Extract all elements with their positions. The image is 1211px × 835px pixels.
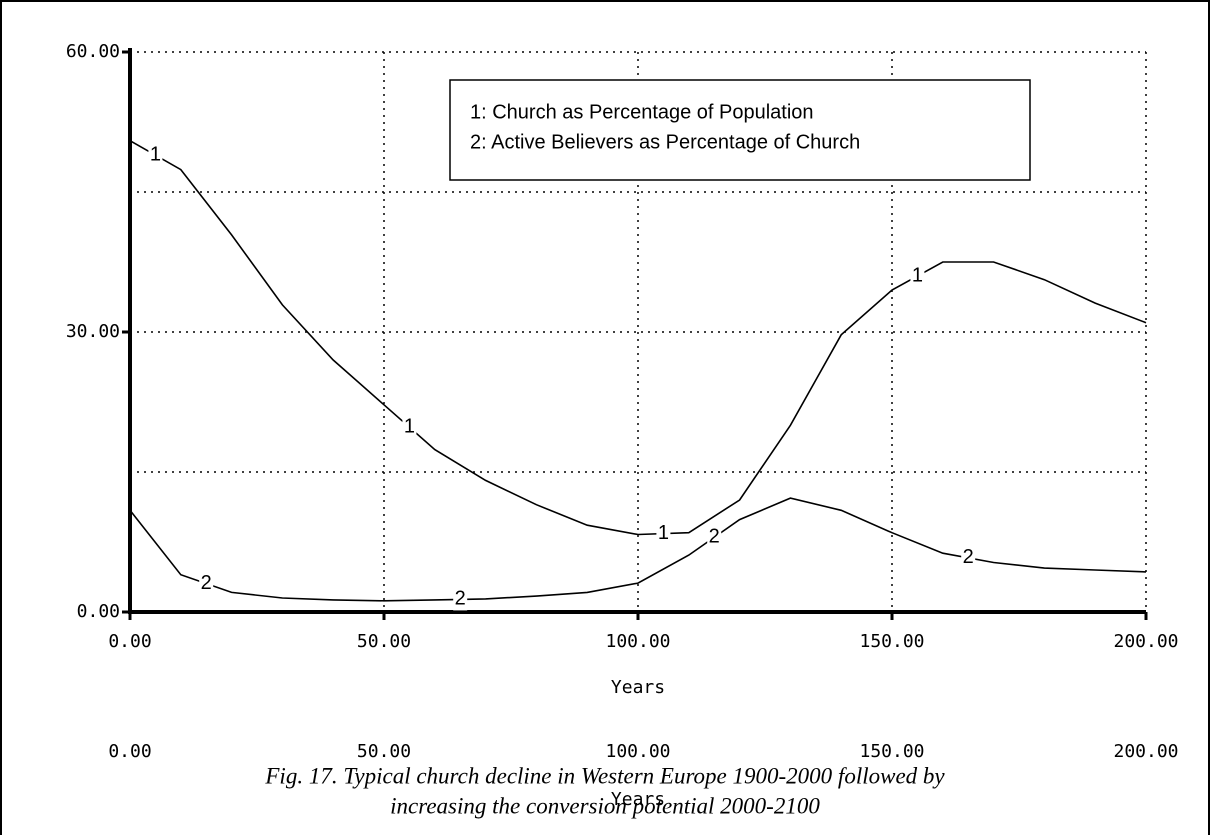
series-line	[129, 140, 1147, 536]
y-tick-label: 60.00	[66, 41, 120, 62]
marker-bg	[707, 526, 722, 549]
marker-bg	[453, 588, 468, 611]
legend-entry: 2: Active Believers as Percentage of Chu…	[470, 131, 860, 153]
legend-box	[449, 79, 1031, 181]
ghost-tick-label: 150.00	[859, 741, 924, 762]
series-marker: 2	[963, 546, 974, 568]
ghost-tick-label: 0.00	[108, 741, 151, 762]
series-marker: 2	[201, 572, 212, 594]
marker-bg	[910, 265, 925, 287]
x-tick-label: 150.00	[859, 631, 924, 652]
x-tick-label: 0.00	[108, 631, 151, 652]
legend-entry: 1: Church as Percentage of Population	[470, 101, 814, 123]
x-axis-label: Years	[611, 677, 665, 698]
marker-bg	[656, 522, 671, 545]
series-line	[129, 497, 1147, 602]
marker-bg	[199, 572, 214, 595]
series-marker: 2	[455, 588, 466, 610]
marker-bg	[961, 546, 976, 569]
y-tick-label: 0.00	[77, 601, 120, 622]
y-tick-label: 30.00	[66, 321, 120, 342]
caption: increasing the conversion potential 2000…	[390, 793, 820, 818]
x-tick-label: 100.00	[605, 631, 670, 652]
series-marker: 1	[150, 143, 161, 165]
marker-bg	[148, 144, 163, 167]
caption: Fig. 17. Typical church decline in Weste…	[264, 763, 945, 788]
x-tick-label: 50.00	[357, 631, 411, 652]
x-tick-label: 200.00	[1113, 631, 1178, 652]
ghost-tick-label: 100.00	[605, 741, 670, 762]
series-marker: 1	[912, 264, 923, 286]
series-marker: 2	[709, 526, 720, 548]
ghost-tick-label: 50.00	[357, 741, 411, 762]
series-marker: 1	[658, 522, 669, 544]
ghost-tick-label: 200.00	[1113, 741, 1178, 762]
marker-bg	[402, 416, 417, 439]
series-marker: 1	[404, 415, 415, 437]
ghost-axis-label: Years	[611, 789, 665, 810]
